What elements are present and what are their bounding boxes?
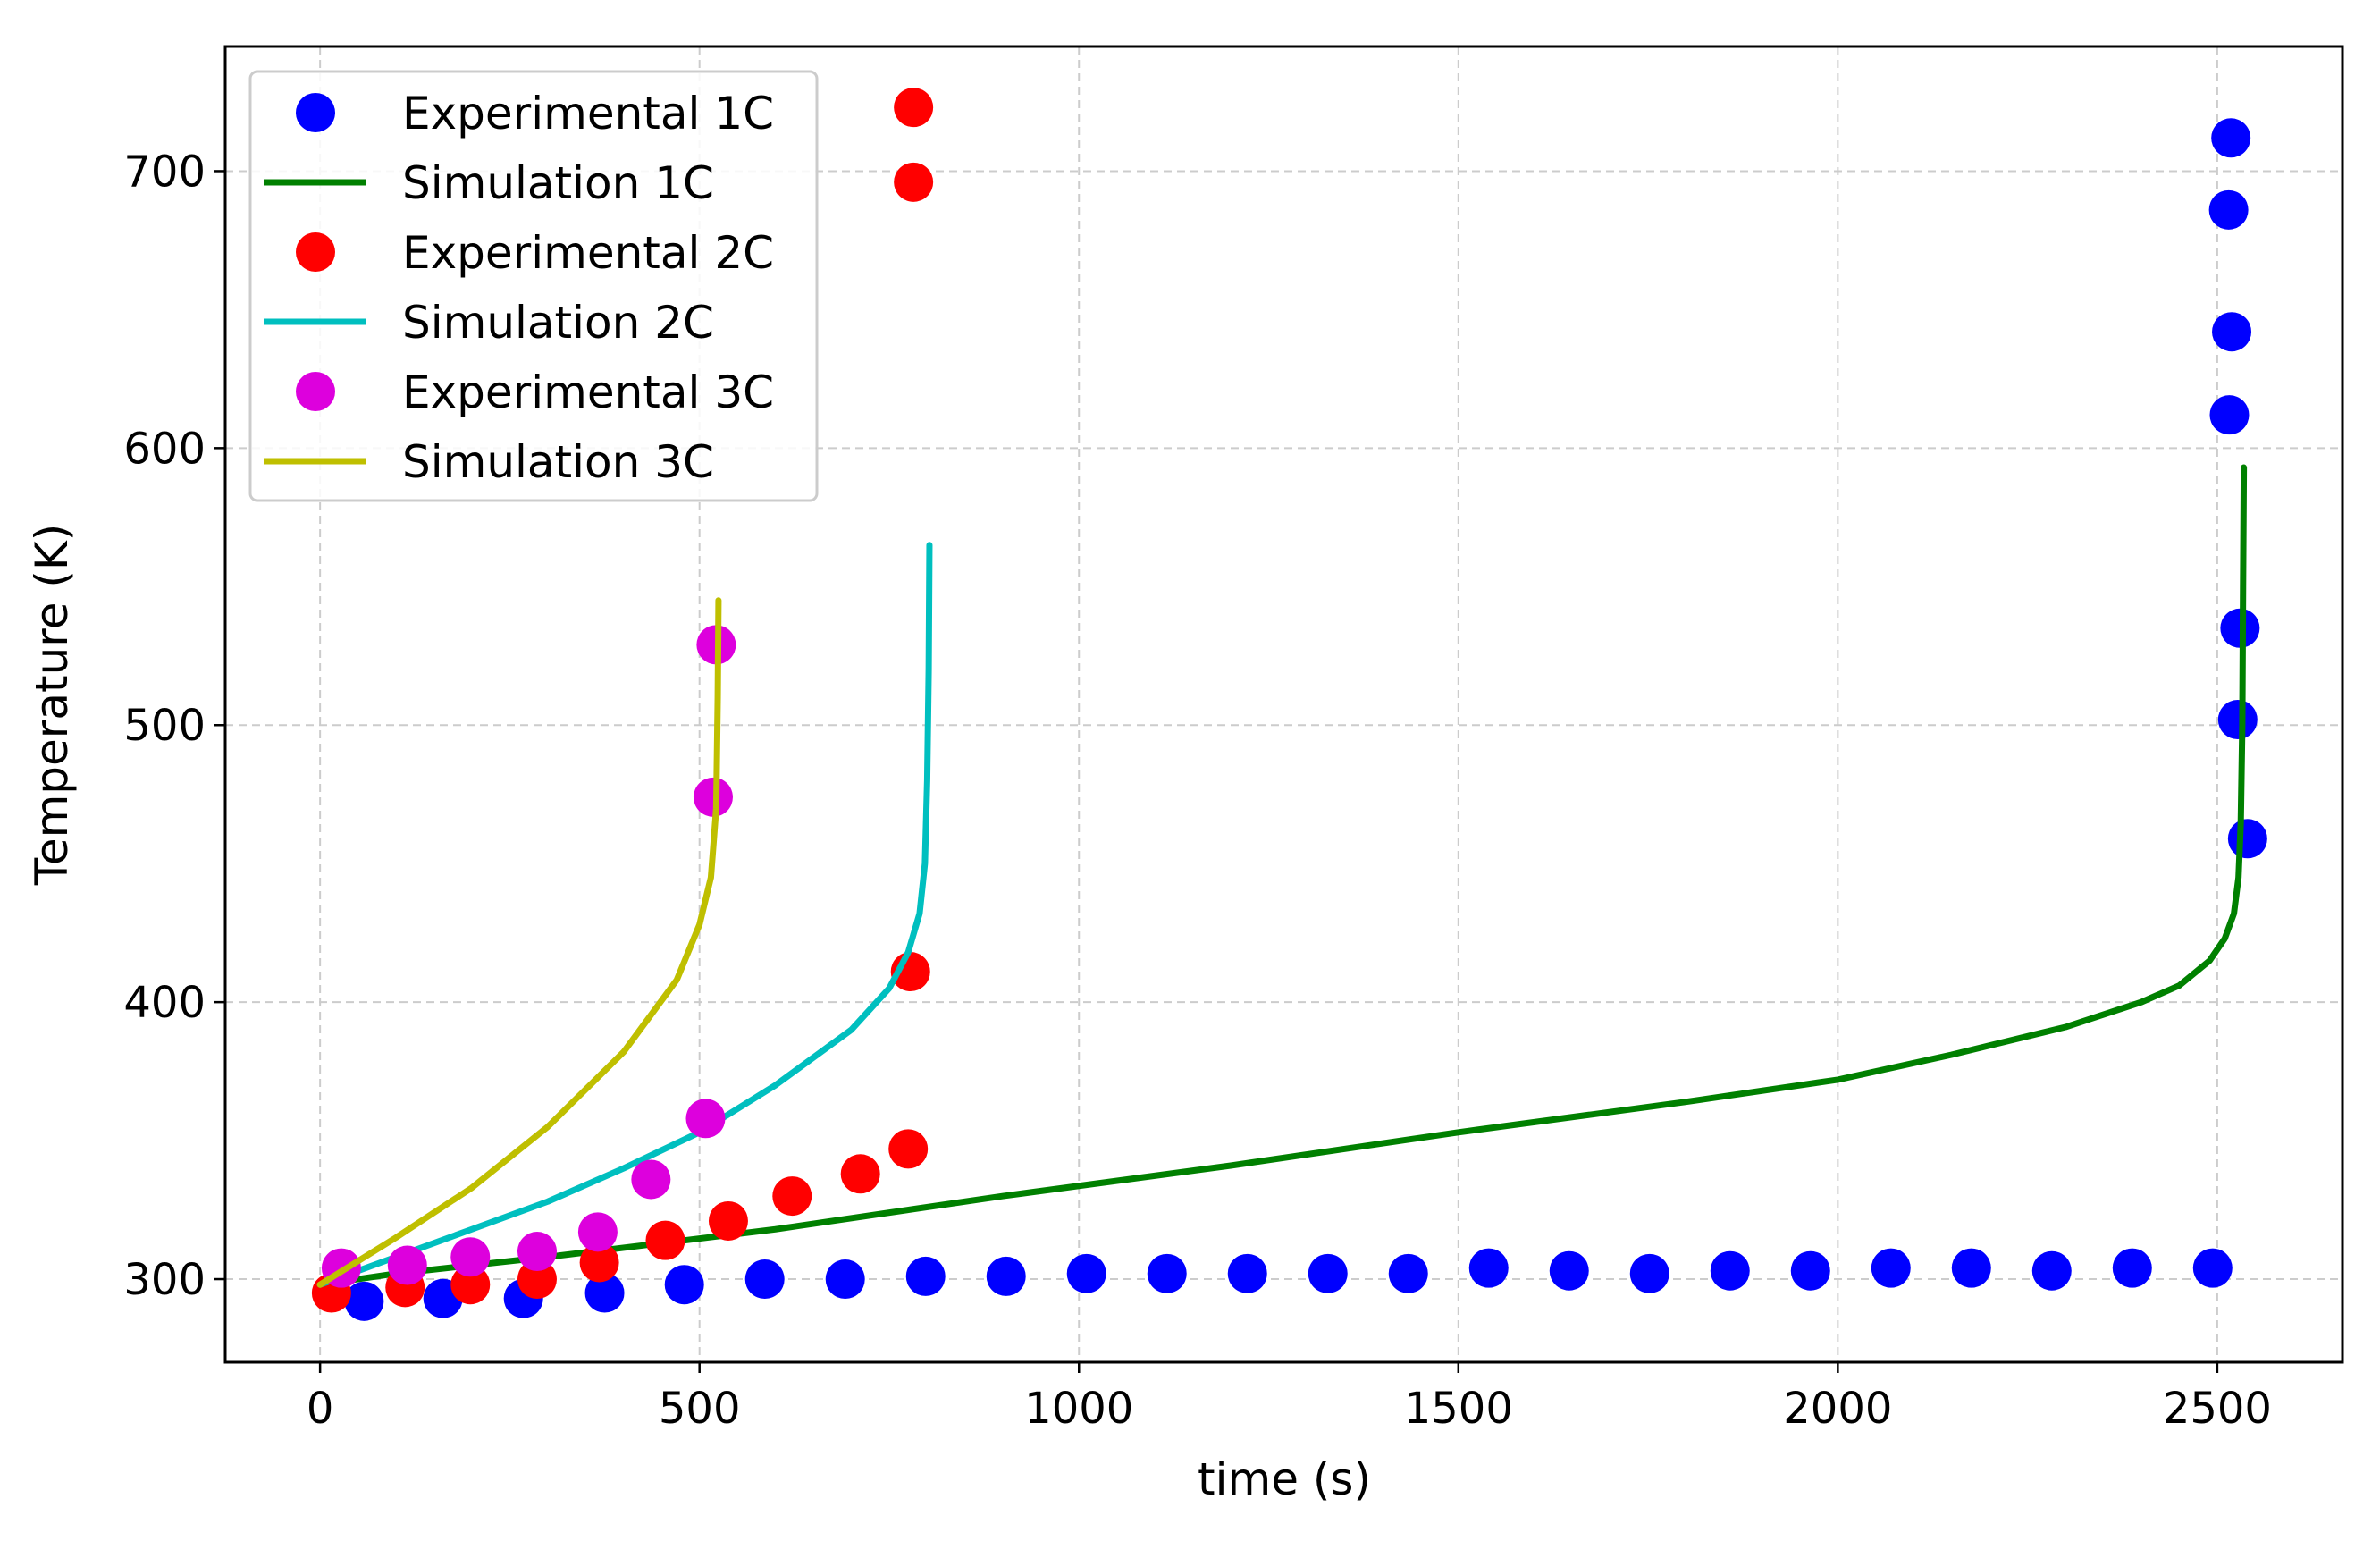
data-point <box>1066 1253 1106 1293</box>
x-tick-label: 1500 <box>1404 1384 1513 1434</box>
data-point <box>1549 1250 1589 1291</box>
legend-label: Simulation 1C <box>402 157 714 209</box>
data-point <box>986 1256 1026 1296</box>
series-experimental-2c <box>311 88 934 1313</box>
series-simulation-2c <box>316 542 933 1288</box>
x-tick-label: 0 <box>307 1384 334 1434</box>
data-point <box>2112 1248 2152 1288</box>
plot-area <box>311 88 2267 1321</box>
data-point <box>1951 1248 1991 1288</box>
y-tick-label: 500 <box>123 701 206 751</box>
legend-item: Simulation 1C <box>264 157 714 209</box>
legend-box <box>248 70 819 502</box>
data-point <box>631 1159 671 1200</box>
y-tick-label: 700 <box>123 147 206 197</box>
data-point <box>517 1259 557 1300</box>
y-tick-label: 400 <box>123 978 206 1028</box>
legend-marker-swatch <box>296 93 335 132</box>
y-axis-label: Temperature (K) <box>26 524 78 886</box>
data-point <box>894 162 934 202</box>
legend-marker-swatch <box>296 232 335 272</box>
data-point <box>772 1176 812 1217</box>
data-point <box>2217 700 2258 740</box>
data-point <box>450 1265 491 1305</box>
data-point <box>2211 118 2251 158</box>
data-point <box>2227 819 2267 859</box>
data-point <box>1147 1253 1187 1293</box>
data-point <box>1388 1253 1428 1293</box>
data-point <box>1790 1250 1830 1291</box>
legend-item: Experimental 2C <box>296 227 774 279</box>
legend-label: Experimental 2C <box>402 227 774 279</box>
y-tick-label: 600 <box>123 424 206 474</box>
data-point <box>577 1212 618 1252</box>
axis-ticks: 0 500 1000 1500 2000 2500 300 400 500 600 700 <box>123 147 2272 1434</box>
data-point <box>825 1259 865 1300</box>
y-tick-label: 300 <box>123 1255 206 1305</box>
series-simulation-1c <box>316 464 2248 1288</box>
data-point <box>1468 1248 1509 1288</box>
data-point <box>584 1273 625 1313</box>
data-point <box>708 1200 748 1241</box>
data-point <box>2212 312 2252 352</box>
data-point <box>1629 1253 1669 1293</box>
x-tick-label: 500 <box>659 1384 741 1434</box>
legend: Experimental 1C Simulation 1C Experimental… <box>248 70 819 502</box>
data-point <box>2208 189 2249 230</box>
legend-item: Simulation 3C <box>264 436 714 488</box>
series-line <box>316 542 933 1288</box>
data-point <box>579 1242 619 1283</box>
data-point <box>1308 1253 1348 1293</box>
legend-marker-swatch <box>296 372 335 411</box>
x-tick-label: 2000 <box>1783 1384 1892 1434</box>
series-line <box>316 464 2248 1288</box>
data-point <box>693 777 733 817</box>
legend-label: Simulation 2C <box>402 297 714 349</box>
data-point <box>2031 1250 2072 1291</box>
data-point <box>888 1129 929 1169</box>
data-point <box>1227 1253 1267 1293</box>
legend-label: Experimental 3C <box>402 366 774 418</box>
data-point <box>517 1232 557 1272</box>
legend-label: Experimental 1C <box>402 88 774 139</box>
data-point <box>344 1281 384 1321</box>
data-point <box>2192 1248 2233 1288</box>
data-point <box>450 1237 491 1277</box>
data-point <box>840 1154 880 1194</box>
data-point <box>905 1256 946 1296</box>
data-point <box>685 1099 726 1139</box>
legend-item: Experimental 3C <box>296 366 774 418</box>
data-point <box>387 1245 427 1285</box>
series-line <box>316 597 722 1288</box>
plot-frame <box>223 45 2344 1364</box>
x-tick-label: 1000 <box>1024 1384 1133 1434</box>
data-point <box>645 1220 685 1260</box>
series-simulation-3c <box>316 597 722 1288</box>
legend-item: Simulation 2C <box>264 297 714 349</box>
data-point <box>894 88 934 128</box>
data-point <box>2209 395 2250 435</box>
x-tick-label: 2500 <box>2163 1384 2272 1434</box>
data-point <box>1710 1250 1750 1291</box>
data-point <box>1871 1248 1911 1288</box>
data-point <box>664 1265 704 1305</box>
x-axis-label: time (s) <box>1198 1453 1371 1505</box>
data-point <box>744 1259 785 1300</box>
legend-item: Experimental 1C <box>296 88 774 139</box>
legend-label: Simulation 3C <box>402 436 714 488</box>
